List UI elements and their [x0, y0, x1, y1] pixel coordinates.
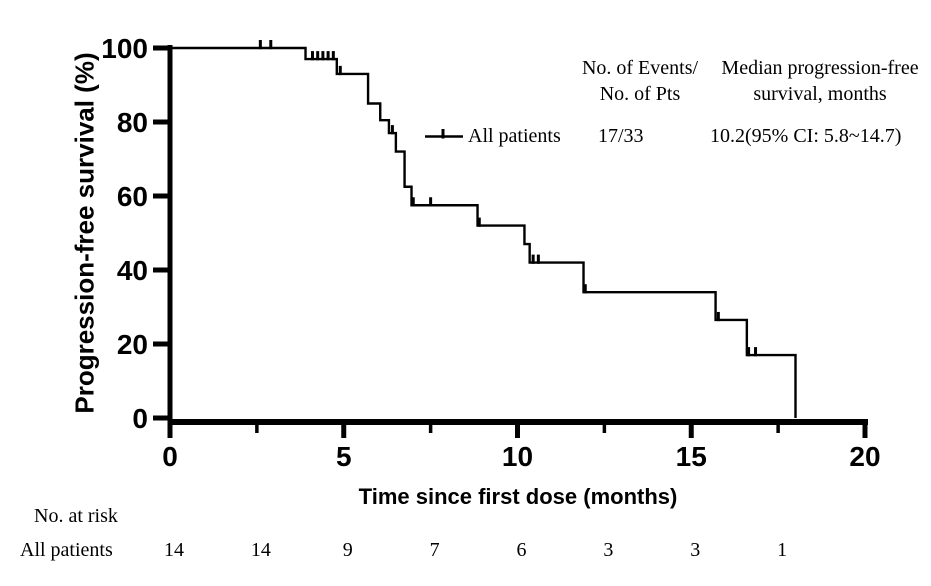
at-risk-count: 1 — [777, 539, 787, 561]
at-risk-count: 7 — [430, 539, 440, 561]
legend-series-symbol — [425, 129, 463, 139]
km-curve — [170, 46, 797, 418]
y-tick-label: 80 — [117, 107, 148, 138]
y-axis-title: Progression-free survival (%) — [69, 52, 100, 414]
legend-series-label: All patients — [468, 125, 561, 147]
y-tick-label: 100 — [101, 33, 148, 64]
legend-median-value: 10.2(95% CI: 5.8~14.7) — [710, 125, 902, 147]
legend-events-value: 17/33 — [598, 125, 644, 147]
at-risk-count: 6 — [517, 539, 527, 561]
x-tick-label: 0 — [162, 441, 178, 472]
y-tick-label: 0 — [132, 403, 148, 434]
x-tick-label: 5 — [336, 441, 352, 472]
legend-median-header-line1: Median progression-free — [721, 57, 919, 79]
at-risk-row-label: All patients — [20, 539, 113, 561]
y-tick-label: 40 — [117, 255, 148, 286]
y-tick-label: 20 — [117, 329, 148, 360]
x-tick-label: 15 — [676, 441, 707, 472]
at-risk-count: 14 — [164, 539, 184, 561]
x-tick-label: 20 — [849, 441, 880, 472]
legend-median-header-line2: survival, months — [753, 83, 887, 105]
x-tick-label: 10 — [502, 441, 533, 472]
at-risk-count: 9 — [343, 539, 353, 561]
y-tick-label: 60 — [117, 181, 148, 212]
legend-events-header: No. of Events/ No. of Pts — [558, 55, 722, 107]
x-axis-title: Time since first dose (months) — [358, 484, 678, 509]
at-risk-title: No. at risk — [34, 505, 118, 527]
at-risk-count: 3 — [603, 539, 613, 561]
at-risk-count: 14 — [251, 539, 271, 561]
legend-median-header: Median progression-free survival, months — [710, 55, 930, 107]
legend-events-header-line2: No. of Pts — [599, 83, 681, 105]
at-risk-count: 3 — [690, 539, 700, 561]
legend-events-header-line1: No. of Events/ — [581, 57, 699, 79]
